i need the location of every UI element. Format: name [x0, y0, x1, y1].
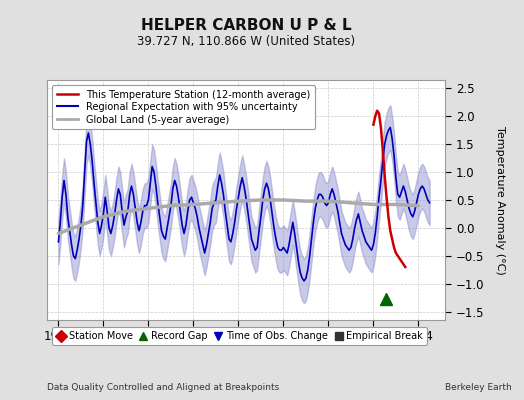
Legend: Station Move, Record Gap, Time of Obs. Change, Empirical Break: Station Move, Record Gap, Time of Obs. C… — [52, 327, 427, 345]
Text: Berkeley Earth: Berkeley Earth — [445, 384, 512, 392]
Y-axis label: Temperature Anomaly (°C): Temperature Anomaly (°C) — [495, 126, 505, 274]
Text: HELPER CARBON U P & L: HELPER CARBON U P & L — [141, 18, 352, 34]
Text: 39.727 N, 110.866 W (United States): 39.727 N, 110.866 W (United States) — [137, 36, 355, 48]
Text: Data Quality Controlled and Aligned at Breakpoints: Data Quality Controlled and Aligned at B… — [47, 384, 279, 392]
